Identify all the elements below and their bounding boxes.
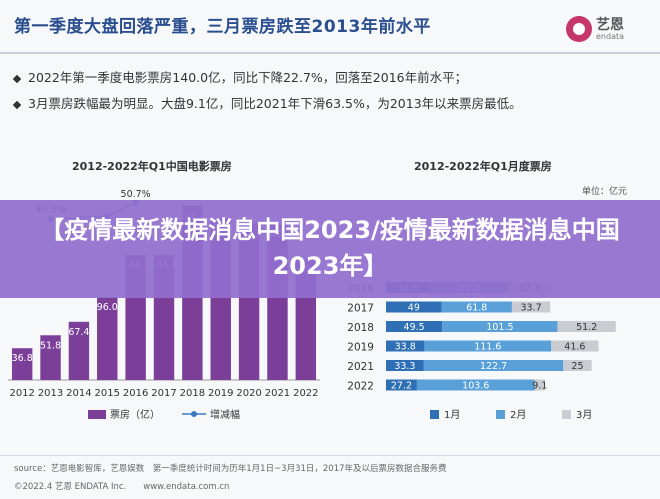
segment-label-2017-3月: 33.7 <box>520 303 541 314</box>
legend-label-1: 1月 <box>444 409 460 421</box>
x-tick-2017: 2017 <box>151 388 176 399</box>
bar-2012 <box>11 348 33 380</box>
segment-2022-3月 <box>534 379 545 391</box>
legend-label-box-office: 票房（亿） <box>110 408 160 421</box>
banner-title: 【疫情最新数据消息中国2023/疫情最新数据消息中国2023年】 <box>40 216 620 280</box>
copyright-note: ©2022.4 艺恩 ENDATA Inc. www.endata.com.cn <box>14 482 230 492</box>
title-banner <box>0 200 660 298</box>
legend-swatch-2 <box>496 410 505 419</box>
y-tick-2022: 2022 <box>347 381 374 393</box>
segment-label-2021-1月: 33.3 <box>394 361 415 372</box>
footer-divider <box>0 455 660 456</box>
x-tick-2015: 2015 <box>95 388 120 399</box>
bullet-text: 3月票房跌幅最为明显。大盘9.1亿，同比2021年下滑63.5%，为2013年以… <box>28 96 522 111</box>
segment-label-2018-2月: 101.5 <box>486 322 513 333</box>
bullet-item: 3月票房跌幅最为明显。大盘9.1亿，同比2021年下滑63.5%，为2013年以… <box>12 93 522 112</box>
right-chart-unit: 单位：亿元 <box>582 187 628 197</box>
x-tick-2012: 2012 <box>9 388 34 399</box>
bullet-diamond-icon <box>12 74 22 83</box>
segment-label-2021-2月: 122.7 <box>480 361 507 372</box>
bar-label-2013: 51.8 <box>40 340 61 351</box>
segment-label-2022-1月: 27.2 <box>391 381 412 392</box>
segment-label-2018-1月: 49.5 <box>404 322 425 333</box>
segment-label-2022-3月: 9.1 <box>532 381 547 392</box>
segment-label-2021-3月: 25 <box>571 361 583 372</box>
segment-label-2022-2月: 103.6 <box>462 381 489 392</box>
left-chart-title: 2012-2022年Q1中国电影票房 <box>72 160 232 173</box>
segment-label-2017-2月: 61.8 <box>466 303 487 314</box>
x-tick-2018: 2018 <box>180 388 205 399</box>
legend-swatch-box-office <box>88 410 106 419</box>
y-tick-2019: 2019 <box>347 342 374 354</box>
segment-2017-2月 <box>441 301 512 313</box>
bar-label-2014: 67.4 <box>68 327 89 338</box>
y-tick-2018: 2018 <box>347 322 374 334</box>
x-tick-2014: 2014 <box>66 388 91 399</box>
logo-en-text: endata <box>596 32 625 41</box>
logo-cn-text: 艺恩 <box>596 17 624 33</box>
segment-2018-1月 <box>386 321 443 332</box>
x-tick-2013: 2013 <box>38 388 63 399</box>
page-title: 第一季度大盘回落严重，三月票房跌至2013年前水平 <box>14 17 431 37</box>
bar-2014 <box>68 321 90 380</box>
source-note: source：艺恩电影智库，艺恩娱数 第一季度统计时间为历年1月1日~3月31日… <box>14 464 447 474</box>
endata-logo: 艺恩 endata <box>566 14 646 46</box>
header-divider <box>0 52 660 54</box>
segment-2019-2月 <box>424 340 552 352</box>
bar-label-2012: 36.8 <box>12 353 33 364</box>
segment-2021-2月 <box>423 360 564 371</box>
segment-label-2019-2月: 111.6 <box>474 342 501 353</box>
bar-2013 <box>40 335 61 380</box>
segment-2022-1月 <box>386 379 417 391</box>
bar-2015 <box>97 297 118 380</box>
segment-2022-2月 <box>416 379 535 391</box>
bullet-text: 2022年第一季度电影票房140.0亿，同比下降22.7%，回落至2016年前水… <box>28 70 468 85</box>
segment-2017-1月 <box>386 301 442 313</box>
segment-2018-3月 <box>557 321 616 332</box>
x-tick-2020: 2020 <box>236 388 261 399</box>
right-chart-title: 2012-2022年Q1月度票房 <box>414 160 552 173</box>
legend-label-growth: 增减幅 <box>210 408 240 421</box>
y-tick-2021: 2021 <box>347 361 374 373</box>
x-tick-2016: 2016 <box>123 388 148 399</box>
segment-2019-3月 <box>551 340 599 352</box>
bullet-item: 2022年第一季度电影票房140.0亿，同比下降22.7%，回落至2016年前水… <box>12 67 468 86</box>
segment-2021-3月 <box>563 360 592 371</box>
legend-marker-growth <box>191 411 197 417</box>
segment-label-2017-1月: 49 <box>408 303 420 314</box>
segment-2021-1月 <box>386 360 424 371</box>
y-tick-2017: 2017 <box>347 303 374 315</box>
segment-2019-1月 <box>386 340 425 352</box>
bullet-diamond-icon <box>12 100 22 109</box>
segment-label-2019-1月: 33.8 <box>395 342 416 353</box>
x-tick-2019: 2019 <box>208 388 233 399</box>
growth-label-2016: 50.7% <box>121 189 151 200</box>
x-tick-2021: 2021 <box>265 388 290 399</box>
legend-swatch-1 <box>430 410 439 419</box>
segment-2017-3月 <box>511 301 551 313</box>
segment-label-2019-3月: 41.6 <box>564 342 585 353</box>
bar-label-2015: 96.0 <box>97 302 118 313</box>
logo-mark-icon <box>566 16 592 42</box>
legend-label-2: 2月 <box>510 409 526 421</box>
segment-2018-2月 <box>442 321 558 332</box>
segment-label-2018-3月: 51.2 <box>576 322 597 333</box>
x-tick-2022: 2022 <box>293 388 318 399</box>
legend-swatch-3 <box>562 410 571 419</box>
legend-label-3: 3月 <box>576 409 592 421</box>
